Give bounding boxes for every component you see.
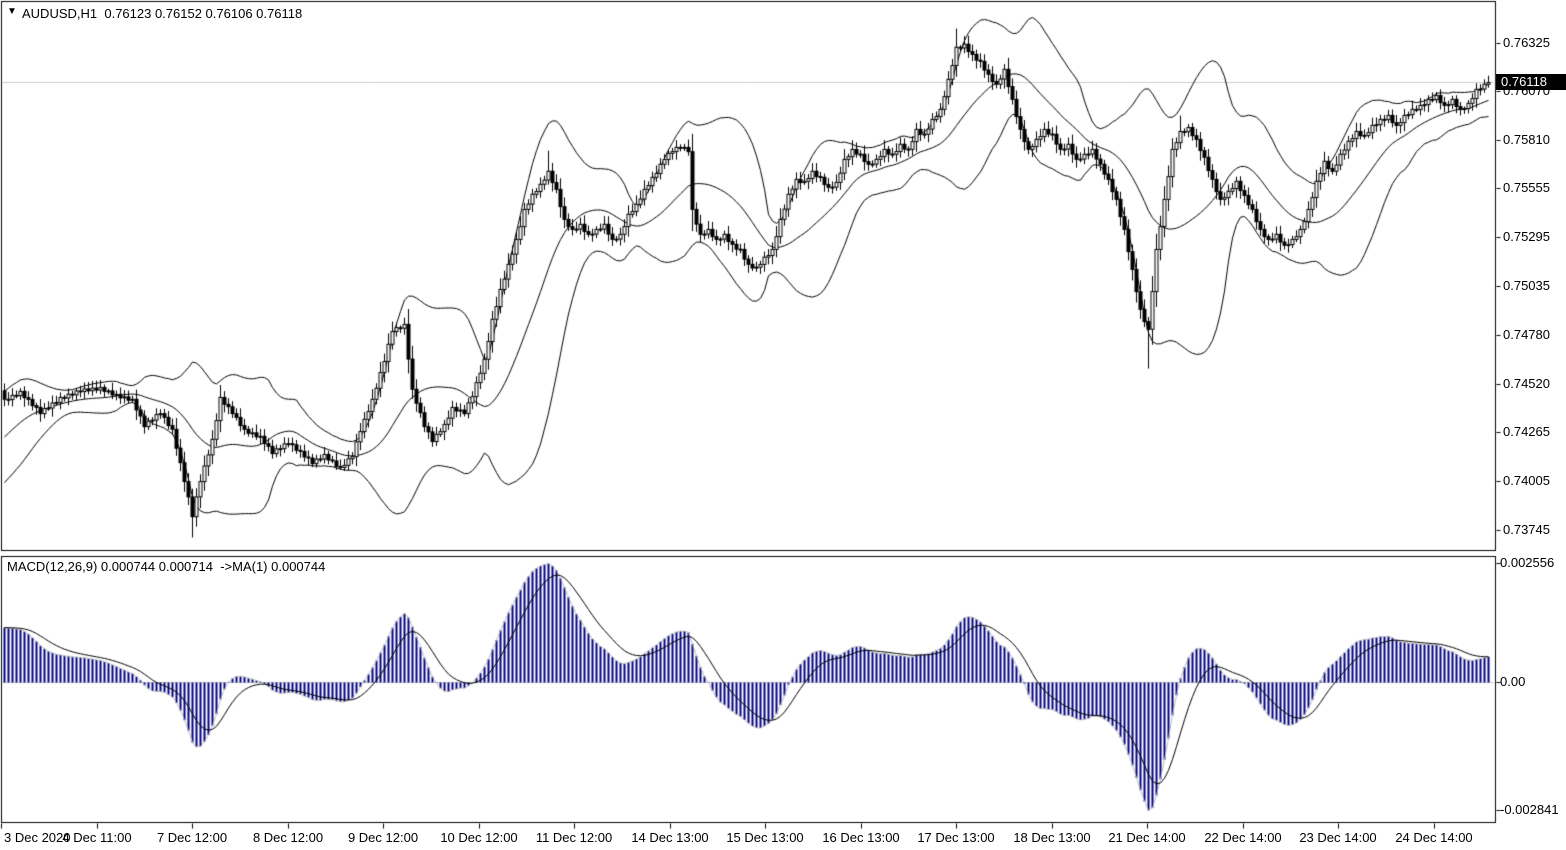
time-axis-label: 14 Dec 13:00	[631, 830, 708, 845]
price-axis-label: 0.74520	[1503, 376, 1550, 391]
time-axis-label: 17 Dec 13:00	[917, 830, 994, 845]
time-axis-label: 8 Dec 12:00	[253, 830, 323, 845]
time-axis-label: 7 Dec 12:00	[157, 830, 227, 845]
price-axis-label: 0.73745	[1503, 522, 1550, 537]
time-axis-label: 16 Dec 13:00	[822, 830, 899, 845]
chart-window: ▼ AUDUSD,H1 0.76123 0.76152 0.76106 0.76…	[0, 0, 1566, 850]
price-axis-label: 0.75295	[1503, 229, 1550, 244]
current-price-tag: 0.76118	[1496, 74, 1566, 90]
time-axis-label: 10 Dec 12:00	[440, 830, 517, 845]
time-axis-label: 22 Dec 14:00	[1204, 830, 1281, 845]
time-axis-label: 9 Dec 12:00	[348, 830, 418, 845]
time-axis-label: 24 Dec 14:00	[1395, 830, 1472, 845]
macd-axis-label: -0.002841	[1500, 802, 1559, 817]
price-axis-label: 0.75810	[1503, 132, 1550, 147]
price-axis-label: 0.76325	[1503, 35, 1550, 50]
time-axis-label: 4 Dec 11:00	[62, 830, 131, 845]
macd-axis-label: 0.00	[1500, 674, 1525, 689]
price-axis-label: 0.75555	[1503, 180, 1550, 195]
macd-axis-label: 0.002556	[1500, 555, 1554, 570]
time-axis-label: 21 Dec 14:00	[1108, 830, 1185, 845]
time-axis-label: 11 Dec 12:00	[536, 830, 612, 845]
price-axis-label: 0.74265	[1503, 424, 1550, 439]
price-axis-label: 0.74780	[1503, 327, 1550, 342]
price-axis-label: 0.75035	[1503, 278, 1550, 293]
time-axis-label: 23 Dec 14:00	[1299, 830, 1376, 845]
axis-labels-layer: 0.763250.760700.758100.755550.752950.750…	[0, 0, 1566, 850]
time-axis-label: 3 Dec 2020	[4, 830, 71, 845]
price-axis-label: 0.74005	[1503, 473, 1550, 488]
time-axis-label: 15 Dec 13:00	[726, 830, 803, 845]
time-axis-label: 18 Dec 13:00	[1013, 830, 1090, 845]
